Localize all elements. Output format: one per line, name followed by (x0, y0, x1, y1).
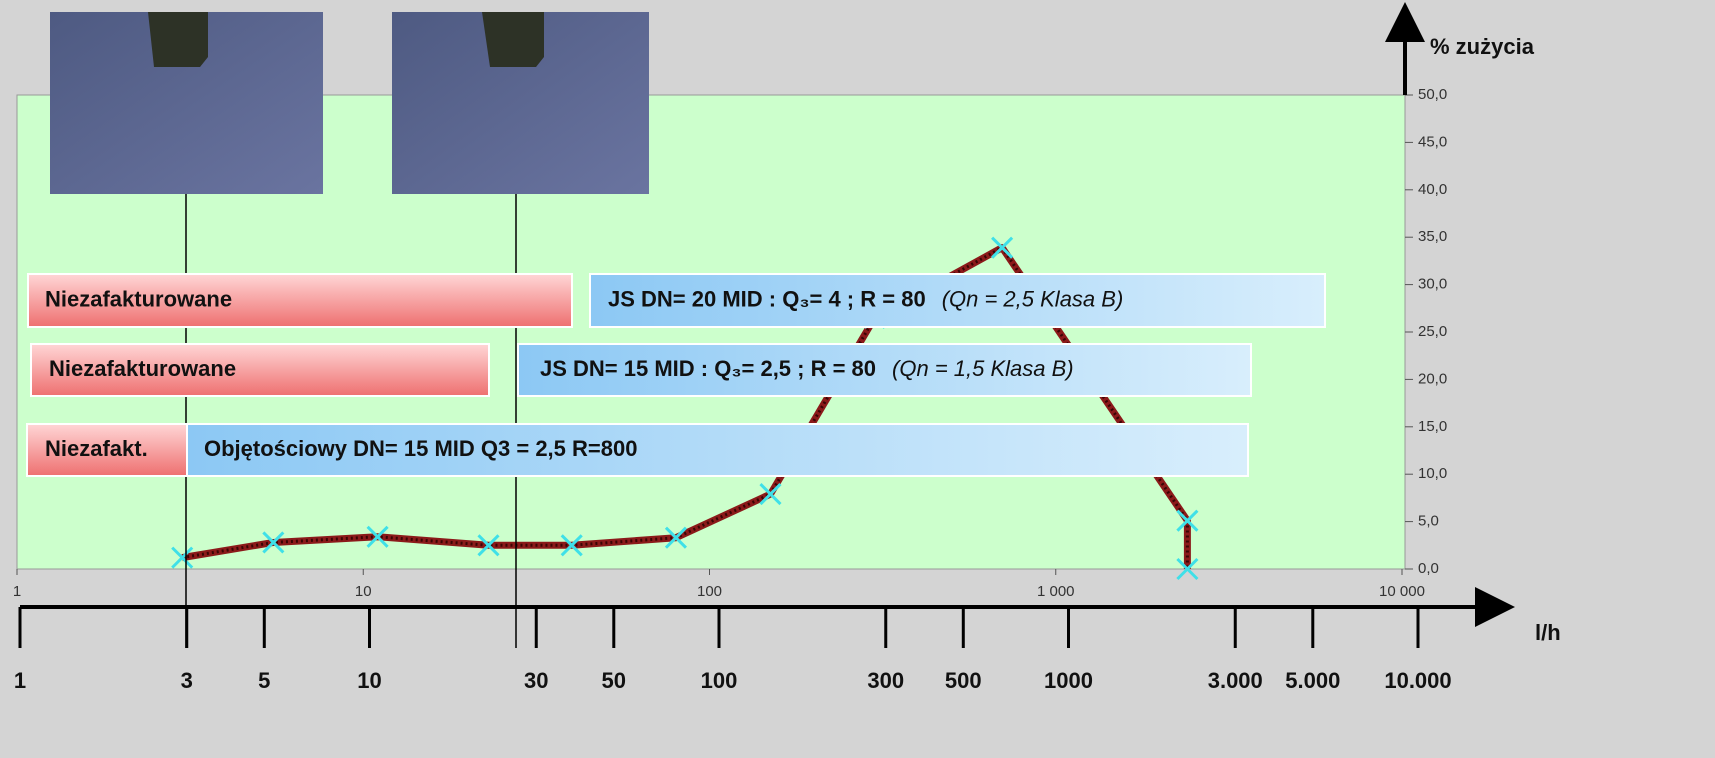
band-label: Niezafakturowane (49, 356, 236, 381)
x2-tick-label: 100 (701, 668, 738, 693)
x-tick-label: 1 (13, 583, 21, 600)
y-tick-label: 5,0 (1418, 513, 1439, 530)
y-tick-label: 45,0 (1418, 133, 1447, 150)
x-tick-label: 10 (355, 583, 372, 600)
x2-tick-label: 300 (867, 668, 904, 693)
y-tick-label: 20,0 (1418, 370, 1447, 387)
y-tick-label: 0,0 (1418, 560, 1439, 577)
x-tick-label: 10 000 (1379, 583, 1425, 600)
meter-note: (Qn = 2,5 Klasa B) (942, 286, 1124, 311)
chart: 0,0 5,0 10,0 15,0 20,0 25,0 30,0 35,0 40,0 45,0 50… (0, 0, 1715, 758)
x-tick-label: 1 000 (1037, 583, 1075, 600)
y-tick-label: 25,0 (1418, 323, 1447, 340)
x2-tick-label: 3 (181, 668, 193, 693)
x2-tick-label: 10.000 (1384, 668, 1451, 693)
page: 0,0 5,0 10,0 15,0 20,0 25,0 30,0 35,0 40,0 45,0 50… (0, 0, 1715, 758)
x-axis-label: l/h (1535, 620, 1561, 645)
meter-text: Objętościowy DN= 15 MID Q3 = 2,5 R=800 (204, 436, 637, 461)
x2-tick-label: 500 (945, 668, 982, 693)
meter-spec: JS DN= 20 MID : Q₃= 4 ; R = 80 (608, 286, 926, 311)
x2-tick-label: 3.000 (1208, 668, 1263, 693)
meter-text: JS DN= 15 MID : Q₃= 2,5 ; R = 80 (Qn = 1,… (540, 356, 1074, 381)
y-tick-label: 50,0 (1418, 86, 1447, 103)
nozzle (148, 12, 208, 67)
x-tick-label: 100 (697, 583, 722, 600)
meter-text: JS DN= 20 MID : Q₃= 4 ; R = 80 (Qn = 2,5 … (608, 286, 1123, 311)
band-label: Niezafakt. (45, 436, 148, 461)
nozzle (482, 12, 544, 67)
y-tick-label: 40,0 (1418, 181, 1447, 198)
meter-spec: JS DN= 15 MID : Q₃= 2,5 ; R = 80 (540, 356, 876, 381)
y-tick-label: 35,0 (1418, 228, 1447, 245)
x2-tick-label: 5.000 (1285, 668, 1340, 693)
y-tick-label: 30,0 (1418, 276, 1447, 293)
x2-tick-label: 1 (14, 668, 26, 693)
x2-tick-label: 30 (524, 668, 548, 693)
meter-note: (Qn = 1,5 Klasa B) (892, 356, 1074, 381)
y-tick-label: 10,0 (1418, 465, 1447, 482)
x2-tick-label: 1000 (1044, 668, 1093, 693)
x2-tick-label: 50 (602, 668, 626, 693)
x2-tick-label: 10 (357, 668, 381, 693)
x2-tick-label: 5 (258, 668, 270, 693)
meter-spec: Objętościowy DN= 15 MID Q3 = 2,5 R=800 (204, 436, 637, 461)
y-tick-label: 15,0 (1418, 418, 1447, 435)
y-axis-label: % zużycia (1430, 34, 1535, 59)
band-label: Niezafakturowane (45, 286, 232, 311)
